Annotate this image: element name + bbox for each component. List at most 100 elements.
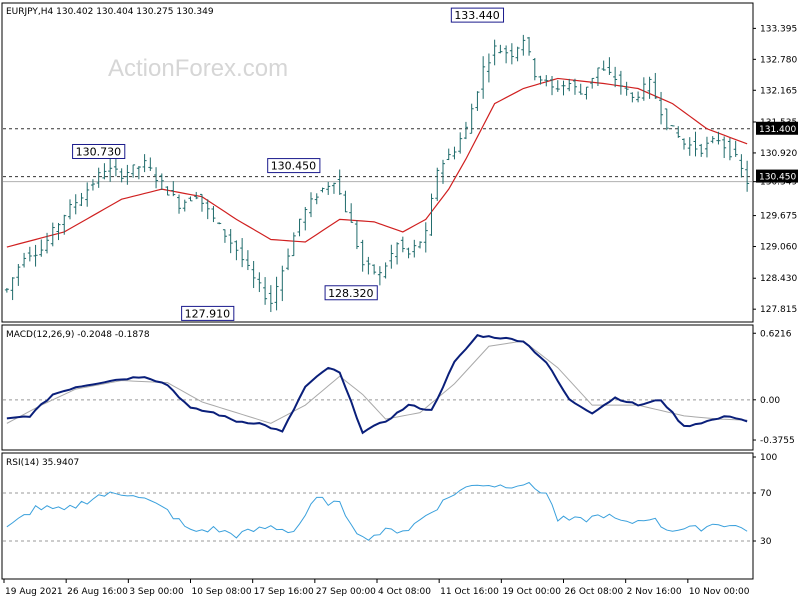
price-label-box [267,158,321,174]
candle [159,173,164,190]
candle [56,222,61,241]
macd-tick-label: 0.00 [760,396,780,406]
candle [33,244,38,267]
price-label-text: 130.450 [271,160,317,173]
candle [228,229,233,254]
candle [475,91,480,111]
candle [240,238,245,268]
rsi-line [6,481,748,541]
price-axis: 133.395132.780132.165131.535130.920130.3… [753,24,798,315]
price-tick-label: 133.395 [760,24,797,34]
macd-header: MACD(12,26,9) -0.2048 -0.1878 [6,330,150,340]
candle [274,276,279,311]
candle [481,56,486,99]
candle [62,214,67,235]
candle [79,192,84,207]
time-tick-label: 27 Sep 00:00 [316,587,376,597]
candle [722,136,727,159]
candle [458,132,463,154]
candle [527,36,532,56]
price-label-box [72,143,126,159]
candle [618,70,623,95]
candle [297,218,302,237]
price-annotations: 130.730 127.910 130.450 128.320 133.440 [72,7,505,321]
candle [463,121,468,140]
rsi-layer [3,481,752,542]
price-tick-label: 128.430 [760,274,797,284]
candle [676,126,681,138]
candle [584,86,589,100]
level-tag [756,169,798,183]
candle [613,66,618,88]
rsi-header: RSI(14) 35.9407 [6,458,79,468]
price-tick-label: 129.060 [760,243,797,253]
candle [119,168,124,183]
candle [739,154,744,178]
main-header: EURJPY,H4 130.402 130.404 130.275 130.34… [6,7,214,17]
candle [85,182,90,207]
candle [601,60,606,71]
level-tag [756,121,798,135]
candle [377,266,382,286]
price-panel [1,2,754,323]
candle [165,186,170,196]
candle [733,140,738,157]
candle [154,167,159,189]
candle [664,108,669,131]
candle [67,199,72,220]
price-label-text: 128.320 [328,287,374,300]
candle [515,46,520,62]
candle [22,252,27,268]
time-tick-label: 26 Aug 16:00 [67,587,128,597]
time-tick-label: 19 Oct 00:00 [502,587,561,597]
macd-tick-label: 0.6216 [760,329,792,339]
price-label-text: 133.440 [454,9,500,22]
time-tick-label: 2 Nov 16:00 [627,587,682,597]
candle [544,75,549,87]
candle [45,232,50,254]
candle [550,75,555,96]
candle [578,83,583,95]
candle [400,236,405,253]
candle [4,287,9,293]
macd-line [6,334,748,435]
candle [492,39,497,66]
candle [418,241,423,249]
candle [699,143,704,157]
candle [286,248,291,271]
price-label: 128.320 [324,285,378,301]
time-tick-label: 4 Oct 08:00 [378,587,431,597]
candle [188,196,193,202]
candle [27,246,32,262]
price-label-text: 130.730 [76,145,122,158]
candle [595,67,600,86]
rsi-tick-label: 100 [760,453,777,463]
candle [205,199,210,220]
candle [10,277,15,301]
candle [125,164,130,185]
candle [217,222,222,225]
candle [309,192,314,218]
candle [73,194,78,215]
candle [682,138,687,150]
price-label: 127.910 [181,305,235,321]
candle [360,239,365,272]
macd-signal-line [6,340,748,424]
candle [555,80,560,92]
candle [406,247,411,259]
price-label-text: 127.910 [185,307,231,320]
candle [366,256,371,275]
candle [222,229,227,243]
candle [354,220,359,250]
candle [16,263,21,286]
candle [607,57,612,75]
candle [395,242,400,265]
candle [108,158,113,182]
candle [372,264,377,275]
candle [96,167,101,188]
candle [561,80,566,96]
candle [268,285,273,313]
candle [710,136,715,144]
candle [199,193,204,212]
price-tick-label: 127.815 [760,305,797,315]
